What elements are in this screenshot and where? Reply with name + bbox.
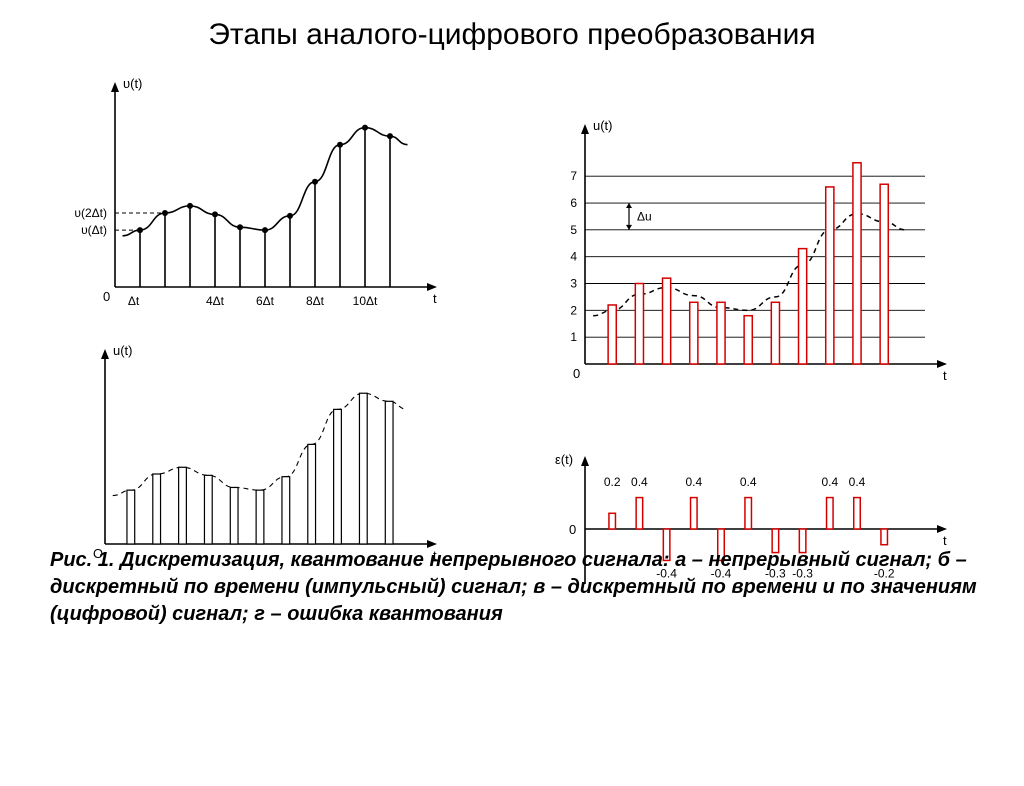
chart-c-digital-quantized: u(t) t 0 1 2 3 4 5 6 7 Δu xyxy=(530,102,980,407)
chart-a-continuous-sampled: υ(t) t 0 υ(Δt) υ(2Δt) Δt 4Δt 6Δt 8Δt 10Δt xyxy=(45,62,465,327)
svg-text:0.4: 0.4 xyxy=(631,475,648,489)
svg-text:υ(2Δt): υ(2Δt) xyxy=(74,206,107,220)
svg-text:4Δt: 4Δt xyxy=(206,294,225,308)
svg-text:t: t xyxy=(943,368,947,383)
svg-text:6Δt: 6Δt xyxy=(256,294,275,308)
svg-text:u(t): u(t) xyxy=(593,118,613,133)
svg-text:8Δt: 8Δt xyxy=(306,294,325,308)
svg-text:Δu: Δu xyxy=(637,209,652,223)
svg-text:0: 0 xyxy=(103,289,110,304)
svg-text:7: 7 xyxy=(570,169,577,183)
svg-text:1: 1 xyxy=(570,330,577,344)
svg-text:ε(t): ε(t) xyxy=(555,452,573,467)
figure-caption: Рис. 1. Дискретизация, квантование непре… xyxy=(50,547,990,628)
svg-text:0.2: 0.2 xyxy=(604,475,621,489)
page-title: Этапы аналого-цифрового преобразования xyxy=(0,18,1024,52)
charts-container: υ(t)t0υ(Δt)υ(2Δt)Δt4Δt6Δt8Δt10Δt u(t)tO … xyxy=(0,62,1024,642)
svg-text:5: 5 xyxy=(570,223,577,237)
svg-text:0: 0 xyxy=(573,366,580,381)
svg-text:0.4: 0.4 xyxy=(740,475,757,489)
svg-text:υ(t): υ(t) xyxy=(123,76,142,91)
svg-text:6: 6 xyxy=(570,196,577,210)
svg-text:0.4: 0.4 xyxy=(685,475,702,489)
svg-text:u(t): u(t) xyxy=(113,343,133,358)
svg-text:2: 2 xyxy=(570,303,577,317)
svg-text:υ(Δt): υ(Δt) xyxy=(81,223,107,237)
svg-text:10Δt: 10Δt xyxy=(353,294,378,308)
svg-text:t: t xyxy=(433,291,437,306)
svg-text:4: 4 xyxy=(570,250,577,264)
svg-text:t: t xyxy=(943,533,947,548)
svg-text:0: 0 xyxy=(569,522,576,537)
svg-text:Δt: Δt xyxy=(128,294,140,308)
svg-text:0.4: 0.4 xyxy=(849,475,866,489)
svg-text:0.4: 0.4 xyxy=(821,475,838,489)
svg-text:3: 3 xyxy=(570,277,577,291)
